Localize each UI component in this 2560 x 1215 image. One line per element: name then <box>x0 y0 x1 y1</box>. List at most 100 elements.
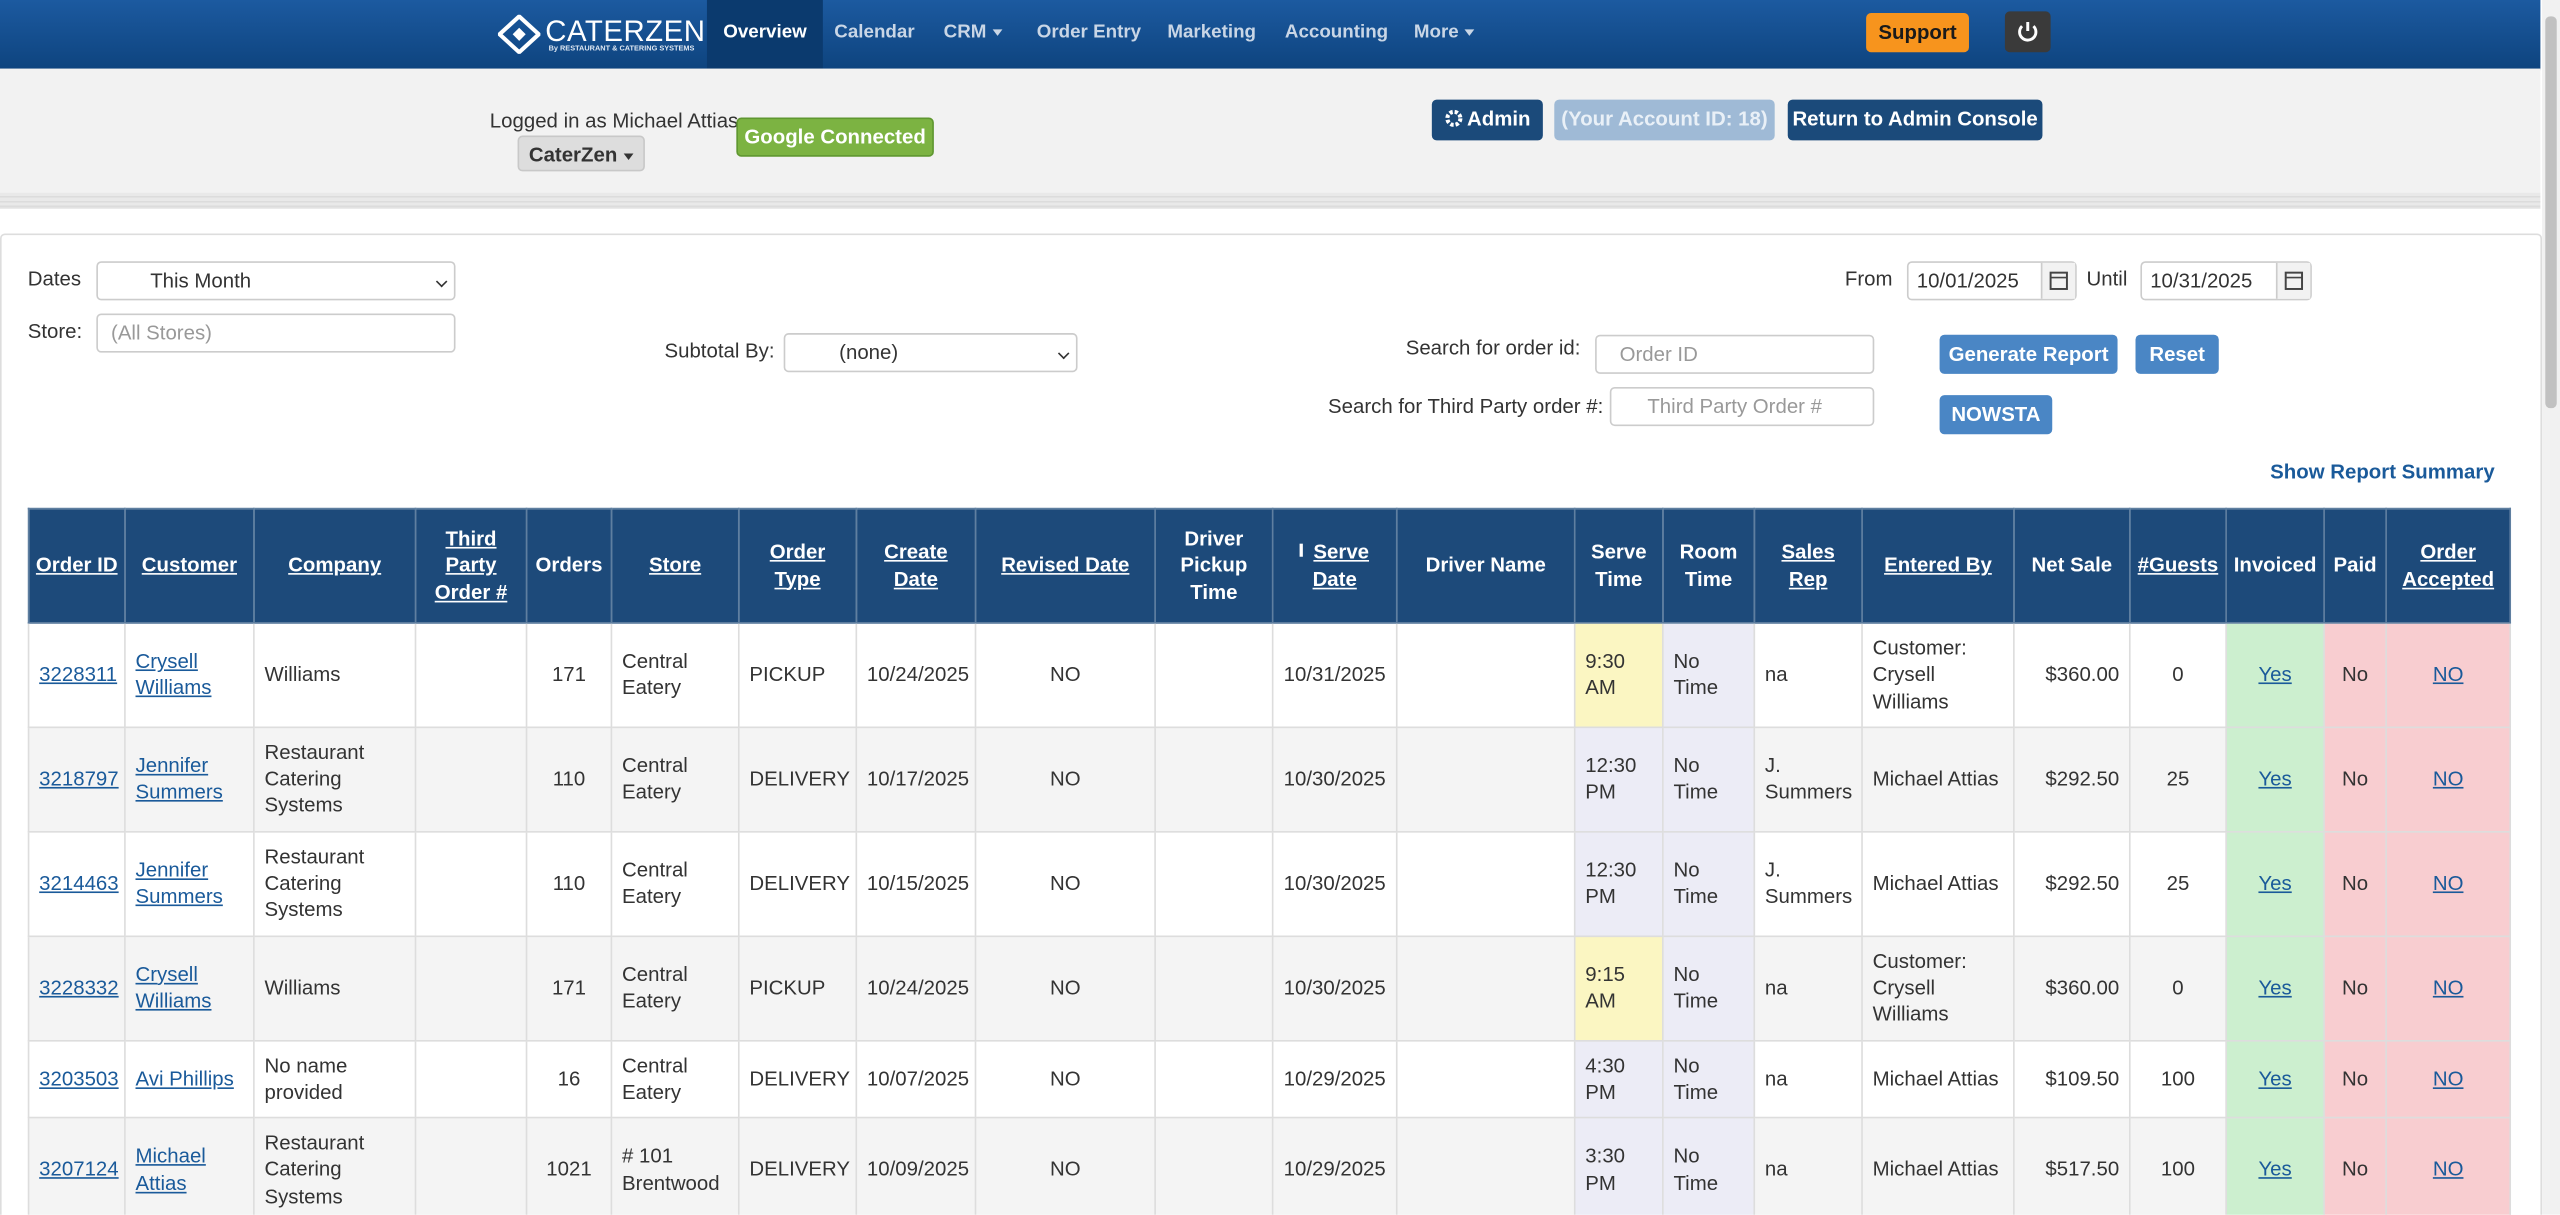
from-input[interactable]: 10/01/2025 <box>1906 261 2077 301</box>
until-input[interactable]: 10/31/2025 <box>2140 261 2312 301</box>
nav-overview[interactable]: Overview <box>706 0 824 69</box>
nav-marketing[interactable]: Marketing <box>1167 22 1257 43</box>
cell-link[interactable]: Yes <box>2258 663 2292 687</box>
cell-link[interactable]: 3207124 <box>39 1158 119 1182</box>
table-cell: 0 <box>2128 622 2227 728</box>
company-dropdown[interactable]: CaterZen <box>517 135 645 172</box>
cell-link[interactable]: Jennifer Summers <box>135 754 223 804</box>
order-id-input[interactable]: Order ID <box>1595 334 1875 374</box>
order-search-label: Search for order id: <box>1405 336 1581 360</box>
table-cell: Michael Attias <box>124 1116 255 1215</box>
third-party-input[interactable]: Third Party Order # <box>1609 386 1875 427</box>
column-header[interactable]: Revised Date <box>974 507 1156 624</box>
table-cell: 3228311 <box>27 622 126 728</box>
store-input[interactable]: (All Stores) <box>96 313 456 353</box>
cell-link[interactable]: NO <box>2432 976 2464 1000</box>
column-header[interactable]: Store <box>610 507 740 624</box>
report-summary-link[interactable]: Show Report Summary <box>2270 460 2495 484</box>
cell-link[interactable]: Crysell Williams <box>135 962 212 1013</box>
table-cell: 10/30/2025 <box>1271 726 1398 833</box>
column-header[interactable]: Third Party Order # <box>414 507 528 624</box>
column-title: Store <box>649 553 702 577</box>
generate-report-button[interactable]: Generate Report <box>1939 334 2118 374</box>
column-title: Orders <box>535 553 603 577</box>
nav-calendar[interactable]: Calendar <box>834 22 915 43</box>
cell-link[interactable]: Jennifer Summers <box>135 858 223 909</box>
column-title: Paid <box>2333 553 2377 577</box>
cell-link[interactable]: 3214463 <box>39 871 119 895</box>
cell-link[interactable]: NO <box>2432 1158 2464 1182</box>
calendar-icon[interactable] <box>2275 262 2311 299</box>
order-row: 3228311 Crysell Williams Williams 171 Centra… <box>27 622 2512 728</box>
power-icon <box>2018 22 2038 42</box>
table-cell: Crysell Williams <box>124 622 255 728</box>
divider <box>0 192 2541 209</box>
table-cell <box>1395 1039 1576 1119</box>
support-button[interactable]: Support <box>1866 13 1969 53</box>
cell-link[interactable]: 3228311 <box>39 663 118 687</box>
google-connected-button[interactable]: Google Connected <box>736 117 934 157</box>
table-cell: 3214463 <box>27 830 126 937</box>
table-cell: 10/29/2025 <box>1271 1039 1398 1119</box>
table-cell <box>1154 830 1274 937</box>
logout-button[interactable] <box>2004 11 2051 53</box>
column-header[interactable]: Sales Rep <box>1753 507 1863 624</box>
dates-select[interactable]: This Month <box>96 261 456 301</box>
order-row: 3203503 Avi Phillips No name provided 16 Cen… <box>27 1039 2512 1119</box>
cell-link[interactable]: Yes <box>2258 871 2292 895</box>
admin-button[interactable]: Admin <box>1431 99 1543 141</box>
column-header[interactable]: Order Accepted <box>2385 507 2512 624</box>
table-cell: DELIVERY <box>737 1039 858 1119</box>
return-admin-button[interactable]: Return to Admin Console <box>1787 99 2043 141</box>
table-cell: Central Eatery <box>610 830 740 937</box>
table-cell: 10/09/2025 <box>855 1116 977 1215</box>
cell-link[interactable]: Yes <box>2258 767 2292 791</box>
store-label: Store: <box>27 319 83 343</box>
nowsta-button[interactable]: NOWSTA <box>1939 395 2053 435</box>
column-header[interactable]: Create Date <box>855 507 977 624</box>
table-cell: 10/15/2025 <box>855 830 977 937</box>
cell-link[interactable]: Crysell Williams <box>135 650 212 700</box>
column-header[interactable]: Serve Date <box>1271 507 1398 624</box>
calendar-icon[interactable] <box>2040 262 2076 299</box>
table-cell: Yes <box>2225 726 2325 833</box>
table-cell: Michael Attias <box>1861 1039 2015 1119</box>
table-cell: na <box>1753 934 1863 1041</box>
column-header[interactable]: Order Type <box>737 507 858 624</box>
cell-link[interactable]: NO <box>2432 767 2464 791</box>
table-cell <box>414 622 528 728</box>
column-header[interactable]: Order ID <box>27 507 126 624</box>
cell-link[interactable]: Avi Phillips <box>135 1067 234 1091</box>
table-cell: Central Eatery <box>610 934 740 1041</box>
column-title: Driver Pickup Time <box>1180 526 1248 604</box>
cell-link[interactable]: Yes <box>2258 1067 2292 1091</box>
nav-order-entry[interactable]: Order Entry <box>1036 22 1142 43</box>
subtotal-select[interactable]: (none) <box>783 333 1078 373</box>
logo-text[interactable]: CATERZEN <box>545 14 706 48</box>
cell-link[interactable]: 3203503 <box>39 1067 119 1091</box>
table-cell: 3203503 <box>27 1039 126 1119</box>
reset-button[interactable]: Reset <box>2135 334 2219 374</box>
table-cell: No Time <box>1662 934 1756 1041</box>
cell-link[interactable]: Michael Attias <box>135 1144 206 1195</box>
table-cell: na <box>1753 1116 1863 1215</box>
table-cell: No Time <box>1662 1039 1756 1119</box>
cell-link[interactable]: 3218797 <box>39 767 119 791</box>
cell-link[interactable]: NO <box>2432 663 2464 687</box>
from-value: 10/01/2025 <box>1916 269 2019 293</box>
table-cell: NO <box>2385 622 2512 728</box>
table-cell: 9:15 AM <box>1573 934 1664 1041</box>
cell-link[interactable]: Yes <box>2258 1158 2292 1182</box>
cell-link[interactable]: 3228332 <box>39 976 119 1000</box>
column-header[interactable]: Entered By <box>1861 507 2015 624</box>
cell-link[interactable]: Yes <box>2258 976 2292 1000</box>
column-header[interactable]: Company <box>253 507 417 624</box>
nav-accounting[interactable]: Accounting <box>1284 22 1389 43</box>
nav-more[interactable]: More <box>1414 0 1475 69</box>
cell-link[interactable]: NO <box>2432 871 2464 895</box>
column-header[interactable]: Customer <box>124 507 255 624</box>
cell-link[interactable]: NO <box>2432 1067 2464 1091</box>
nav-crm[interactable]: CRM <box>944 0 1003 69</box>
column-header[interactable]: #Guests <box>2128 507 2227 624</box>
